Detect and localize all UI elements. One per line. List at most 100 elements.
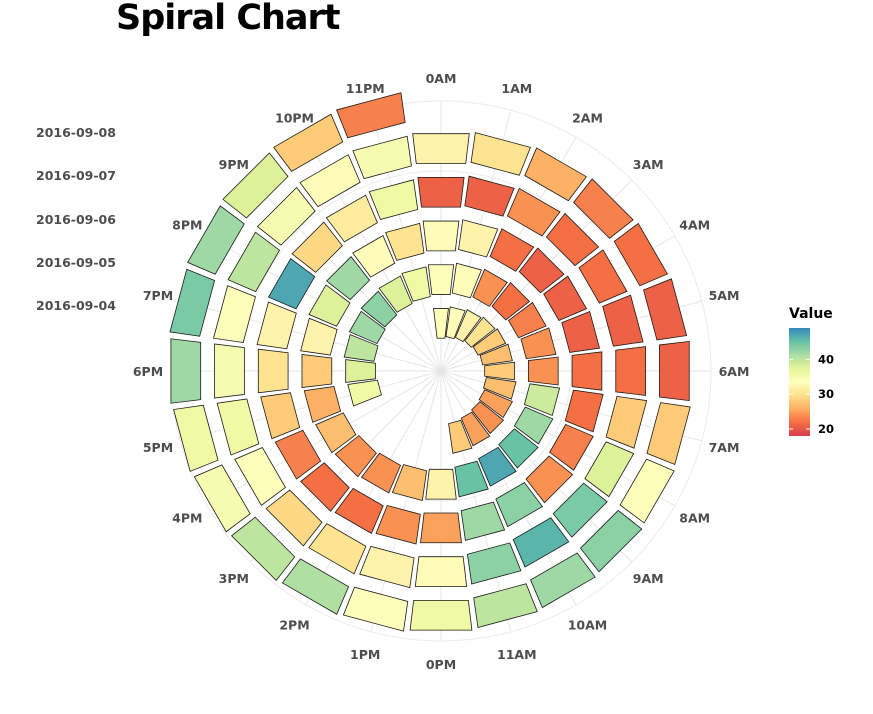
hour-label: 11PM (346, 81, 385, 96)
spiral-bar (257, 348, 289, 394)
spiral-bar (427, 264, 455, 295)
hour-label: 11AM (497, 647, 537, 662)
spiral-bar (348, 310, 386, 345)
spiral-bar (549, 423, 594, 471)
hour-label: 10AM (568, 618, 608, 633)
spiral-bar (273, 113, 344, 172)
spiral-bar (466, 542, 522, 585)
spiral-bar (193, 464, 251, 533)
spiral-bar (326, 256, 371, 301)
hour-label: 10PM (275, 110, 314, 125)
spiral-bar (303, 385, 342, 423)
spiral-bar (227, 231, 281, 293)
spiral-bar (489, 228, 535, 272)
spiral-bar (412, 133, 470, 164)
spiral-bar (334, 487, 384, 534)
spiral-bar (579, 509, 643, 573)
spiral-bar (368, 179, 419, 220)
spiral-bar (525, 455, 574, 504)
spiral-bar (451, 262, 482, 299)
spiral-bar (256, 301, 297, 350)
spiral-bar (518, 247, 565, 294)
grid-spoke (370, 370, 442, 632)
day-label: 2016-09-05 (36, 255, 116, 270)
spiral-bar (508, 301, 547, 339)
spiral-bar (299, 154, 361, 208)
hour-label: 6PM (133, 364, 163, 379)
spiral-bar (454, 460, 489, 498)
day-label: 2016-09-06 (36, 212, 116, 227)
hour-label: 6AM (719, 364, 750, 379)
spiral-bar (472, 268, 508, 307)
spiral-bar (265, 489, 323, 547)
hour-label: 9AM (633, 571, 664, 586)
spiral-bar (561, 310, 601, 353)
spiral-bar (417, 176, 465, 208)
spiral-bar (342, 586, 409, 632)
spiral-bar (605, 395, 648, 449)
spiral-bar (495, 482, 544, 528)
spiral-bar (602, 294, 644, 347)
spiral-bar (391, 464, 428, 502)
hour-label: 2PM (279, 618, 309, 633)
spiral-bar (169, 268, 216, 337)
spiral-bar (359, 545, 415, 589)
spiral-bar (308, 284, 351, 327)
spiral-bar (448, 419, 473, 454)
spiral-bar (360, 452, 402, 494)
hour-label: 4PM (172, 511, 202, 526)
grid-spoke (440, 370, 577, 606)
spiral-bar (530, 552, 596, 609)
spiral-bar (460, 501, 506, 541)
spiral-bar (385, 222, 425, 261)
spiral-bar (230, 516, 296, 582)
spiral-bar (484, 361, 515, 381)
spiral-bar (613, 222, 668, 287)
spiral-bar (409, 599, 473, 631)
spiral-bar (471, 401, 505, 435)
spiral-bar (345, 359, 376, 383)
spiral-bar (445, 306, 466, 340)
spiral-bar (646, 402, 691, 466)
spiral-bar (425, 468, 457, 500)
spiral-bar (527, 356, 559, 386)
spiral-bar (222, 152, 289, 219)
spiral-bar (352, 135, 412, 180)
grid-spoke (249, 370, 442, 563)
spiral-bar (472, 328, 507, 356)
hour-label: 9PM (219, 157, 249, 172)
hour-label: 5PM (143, 440, 173, 455)
spiral-bar (274, 429, 322, 480)
hour-label: 1PM (350, 647, 380, 662)
legend-colorbar (789, 328, 810, 436)
hour-label: 1AM (501, 81, 532, 96)
spiral-bar (187, 205, 245, 275)
spiral-bar (571, 351, 603, 391)
spiral-bar (347, 379, 382, 407)
hour-label: 5AM (709, 288, 740, 303)
spiral-bar (458, 219, 499, 258)
spiral-bar (543, 275, 588, 321)
spiral-bar (334, 435, 377, 478)
legend-title: Value (789, 306, 833, 322)
hour-label: 8AM (679, 511, 710, 526)
hour-label: 7AM (709, 440, 740, 455)
spiral-bar (464, 316, 496, 348)
spiral-bar (512, 517, 570, 568)
spiral-bar (420, 512, 462, 544)
spiral-bar (300, 317, 338, 356)
grid-spoke (440, 370, 512, 632)
spiral-bar (308, 523, 367, 575)
spiral-bar (173, 404, 219, 472)
hour-label: 4AM (679, 218, 710, 233)
spiral-bar (564, 389, 604, 433)
spiral-bar (584, 441, 635, 498)
spiral-bar (336, 92, 406, 139)
axis-labels: 0AM 1AM 2AM 3AM 4AM 5AM 6AM 7AM 8AM 9AM 10AM 11AM 0P… (36, 71, 749, 672)
spiral-bar (256, 186, 316, 246)
hour-label: 7PM (143, 288, 173, 303)
spiral-bar (498, 428, 539, 469)
spiral-bar (422, 220, 460, 252)
spiral-bar (478, 446, 517, 487)
